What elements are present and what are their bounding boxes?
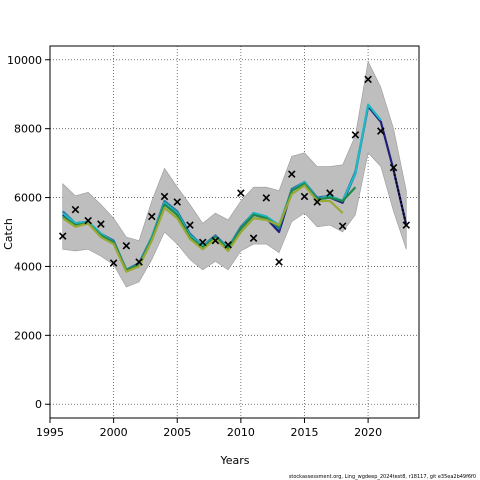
observed-point-stroke [122,242,131,250]
observed-point-stroke [313,198,321,206]
forecast-dashed-line [392,169,408,226]
confidence-band-area [62,60,407,288]
observed-point-stroke [351,131,360,139]
observed-point [186,221,194,229]
observed-point [211,236,220,245]
observed-point-stroke [300,192,309,201]
observed-point-stroke [84,216,92,225]
x-tick-label: 2020 [354,426,382,439]
observed-point-stroke [71,205,80,214]
observed-point [198,238,207,247]
observed-point [84,216,92,225]
observed-point-stroke [148,212,156,221]
observed-points [58,75,411,267]
observed-point [338,222,347,230]
observed-point-stroke [58,232,67,240]
observed-point-stroke [198,238,207,247]
observed-point-stroke [338,222,347,230]
observed-point-stroke [97,220,105,228]
x-tick-label: 1995 [36,426,64,439]
observed-point [160,192,169,201]
observed-point [300,192,309,201]
x-tick-label: 2005 [163,426,191,439]
observed-point-stroke [364,75,372,84]
observed-point-stroke [109,259,118,267]
series-lines [61,103,408,273]
observed-point [275,258,283,266]
y-axis-title: Catch [2,218,15,250]
observed-point-stroke [186,221,194,229]
y-axis: 0 2000 4000 6000 8000 10000 [7,54,50,411]
observed-point [287,170,296,178]
observed-point [71,205,80,214]
observed-point [148,212,156,221]
x-tick-label: 2010 [227,426,255,439]
x-tick-label: 2000 [100,426,128,439]
y-tick-label: 8000 [14,123,42,136]
y-tick-label: 4000 [14,260,42,273]
y-tick-label: 2000 [14,329,42,342]
observed-point-stroke [275,258,283,266]
observed-point [313,198,321,206]
observed-point [97,220,105,228]
observed-point [402,221,411,229]
observed-point [237,189,245,197]
observed-point [58,232,67,240]
observed-point [262,194,271,202]
observed-point-stroke [287,170,296,178]
observed-point-stroke [211,236,220,245]
observed-point [364,75,372,84]
observed-point-stroke [249,234,258,242]
observed-point-stroke [135,258,143,266]
observed-point-stroke [237,189,245,197]
y-tick-label: 6000 [14,192,42,205]
observed-point [173,198,182,206]
observed-point-stroke [377,127,385,135]
observed-point [377,127,385,135]
footer-credit: stockassessment.org, Ling_wgdeep_2024tes… [289,474,476,480]
observed-point [135,258,143,266]
observed-point [249,234,258,242]
observed-point [122,242,131,250]
observed-point-stroke [389,163,398,172]
observed-point-stroke [160,192,169,201]
observed-point [326,189,334,197]
observed-point [389,163,398,172]
observed-point-stroke [262,194,271,202]
y-tick-label: 0 [35,398,42,411]
x-axis: 1995 2000 2005 2010 2015 2020 [36,418,382,439]
observed-point-stroke [326,189,334,197]
confidence-band [62,60,407,288]
series-line [62,184,344,273]
observed-point [109,259,118,267]
x-axis-title: Years [219,454,249,467]
observed-point-stroke [402,221,411,229]
observed-point [351,131,360,139]
x-tick-label: 2015 [290,426,318,439]
y-tick-label: 10000 [7,54,42,67]
observed-point [224,240,232,249]
observed-point-stroke [224,240,232,249]
observed-point-stroke [173,198,182,206]
plot-frame [49,45,420,419]
